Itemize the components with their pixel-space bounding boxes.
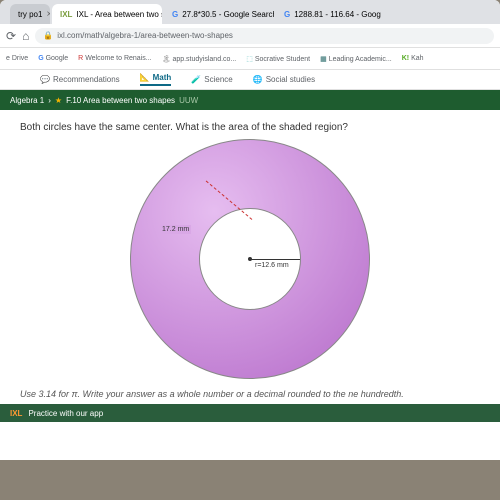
ixl-logo: IXL (10, 409, 22, 418)
math-icon: 📐 (140, 73, 150, 82)
inner-radius-line (250, 259, 300, 260)
home-icon[interactable]: ⌂ (22, 29, 29, 43)
circle-diagram: 17.2 mm r=12.6 mm (130, 139, 370, 379)
browser-window: try po1 × IXL IXL - Area between two sha… (0, 0, 500, 460)
nav-math[interactable]: 📐 Math (140, 73, 172, 86)
hint-text: Use 3.14 for π. Write your answer as a w… (20, 389, 480, 399)
bookmark-item[interactable]: ⬚ Socrative Student (246, 55, 310, 63)
google-favicon: G (284, 10, 290, 19)
globe-icon: 🌐 (253, 75, 263, 84)
bookmark-item[interactable]: K! Kah (402, 55, 424, 62)
tab-3[interactable]: G 1288.81 - 116.64 - Goog (276, 4, 386, 24)
lock-icon: 🔒 (43, 31, 53, 40)
google-favicon: G (172, 10, 178, 19)
chat-icon: 💬 (40, 75, 50, 84)
breadcrumb-subject[interactable]: Algebra 1 (10, 96, 44, 105)
nav-social-studies[interactable]: 🌐 Social studies (253, 75, 315, 84)
nav-recommendations[interactable]: 💬 Recommendations (40, 75, 120, 84)
bookmark-item[interactable]: R Welcome to Renais... (78, 55, 151, 62)
close-icon[interactable]: × (46, 9, 50, 20)
breadcrumb-skill: F.10 Area between two shapes (66, 96, 175, 105)
breadcrumb: Algebra 1 › ★ F.10 Area between two shap… (0, 90, 500, 110)
tab-0-partial[interactable]: try po1 × (10, 4, 50, 24)
bookmarks-bar: e Drive G Google R Welcome to Renais... … (0, 48, 500, 70)
address-bar: ⟳ ⌂ 🔒 ixl.com/math/algebra-1/area-betwee… (0, 24, 500, 48)
bookmark-item[interactable]: G Google (38, 55, 68, 62)
tabs-bar: try po1 × IXL IXL - Area between two sha… (0, 0, 500, 24)
bookmark-item[interactable]: ▦ Leading Academic... (320, 55, 392, 63)
bookmark-item[interactable]: 🏝 app.studyisland.co... (162, 55, 237, 63)
question-text: Both circles have the same center. What … (20, 122, 480, 133)
bookmark-item[interactable]: e Drive (6, 55, 28, 62)
science-icon: 🧪 (191, 75, 201, 84)
tab-favicon: IXL (60, 10, 72, 19)
footer-bar[interactable]: IXL Practice with our app (0, 404, 500, 422)
tab-2[interactable]: G 27.8*30.5 - Google Search × (164, 4, 274, 24)
outer-radius-label: 17.2 mm (160, 225, 191, 234)
nav-science[interactable]: 🧪 Science (191, 75, 232, 84)
reload-icon[interactable]: ⟳ (6, 29, 16, 43)
star-icon: ★ (55, 96, 62, 105)
url-input[interactable]: 🔒 ixl.com/math/algebra-1/area-between-tw… (35, 28, 494, 44)
problem-content: Both circles have the same center. What … (0, 110, 500, 411)
inner-radius-label: r=12.6 mm (255, 262, 289, 269)
tab-1[interactable]: IXL IXL - Area between two shape × (52, 4, 162, 24)
breadcrumb-code: UUW (179, 96, 198, 105)
footer-text: Practice with our app (28, 409, 103, 418)
subject-nav: 💬 Recommendations 📐 Math 🧪 Science 🌐 Soc… (0, 70, 500, 90)
